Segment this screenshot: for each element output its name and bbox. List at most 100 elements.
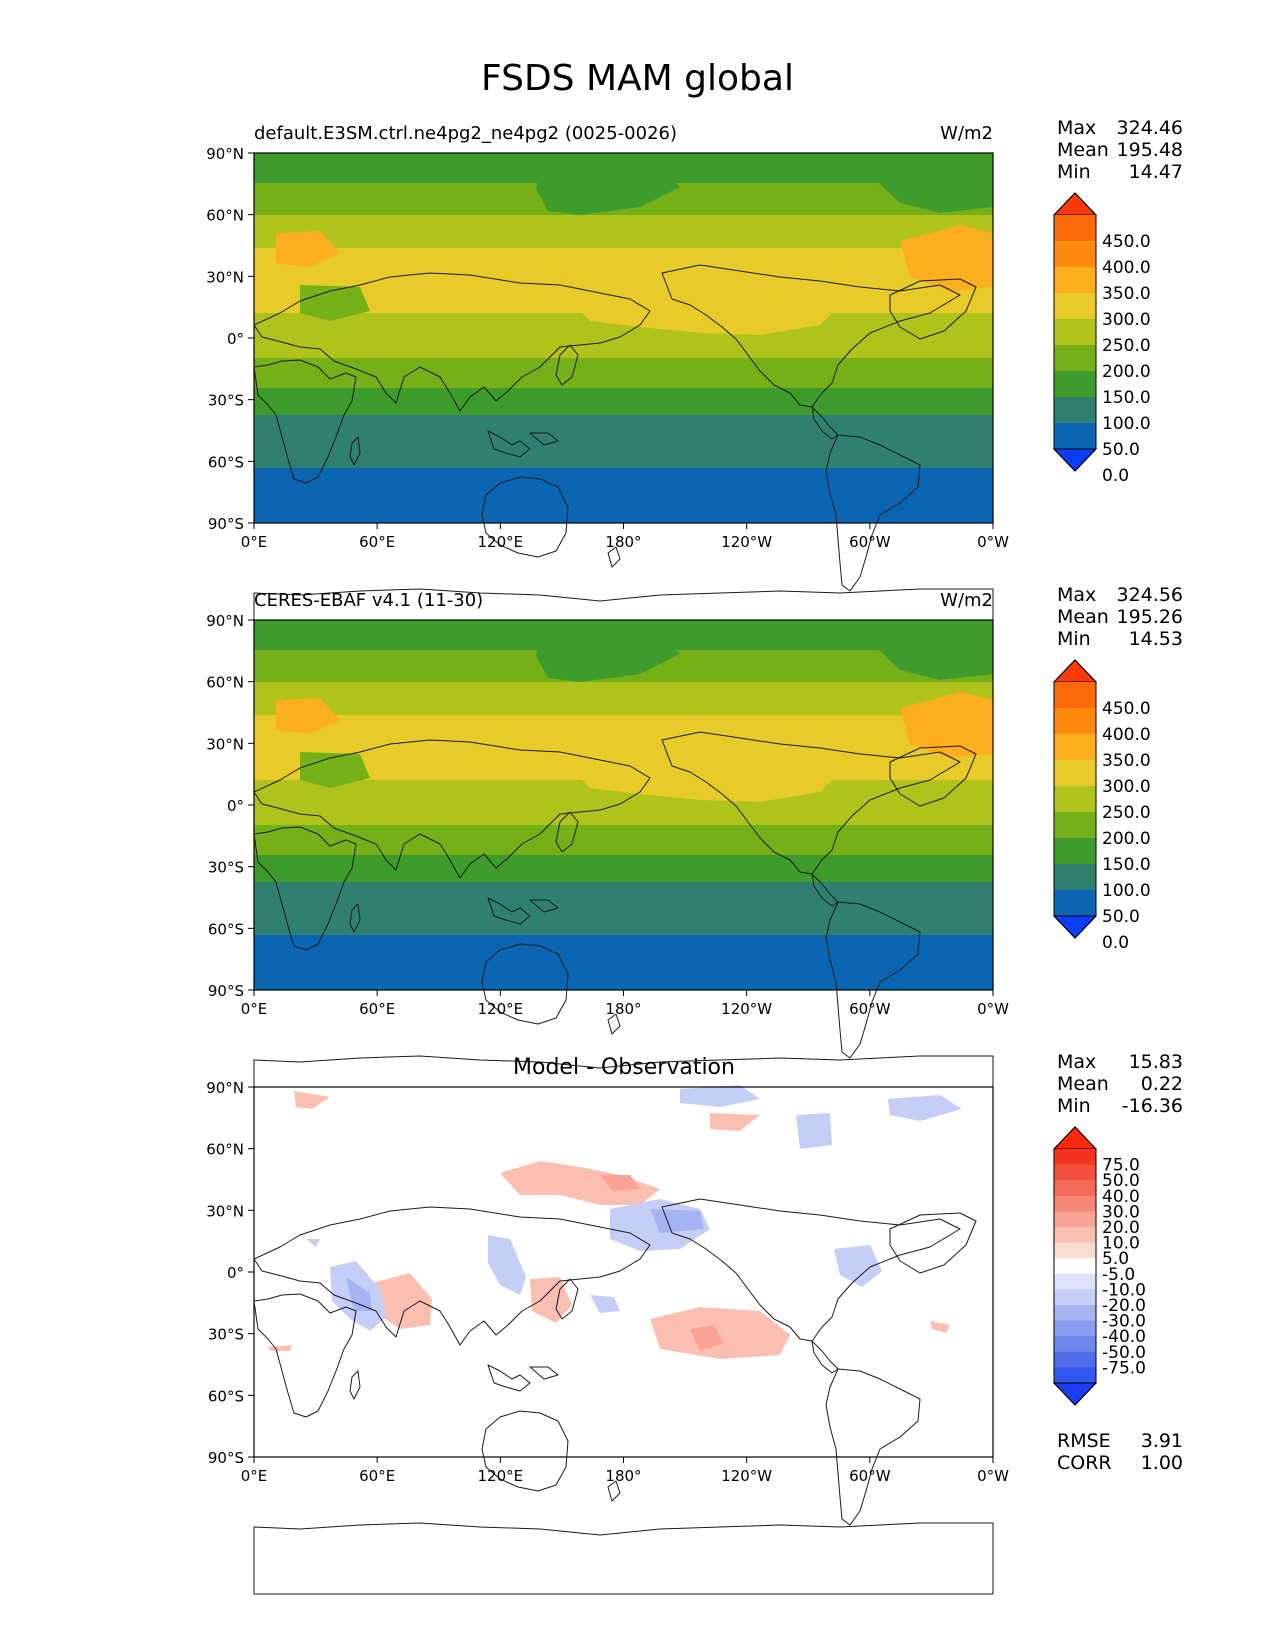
colorbar-outline xyxy=(1053,1126,1097,1406)
colorbar-tick-label: 400.0 xyxy=(1102,258,1151,278)
contour-region-central-africa xyxy=(300,285,370,321)
coastline xyxy=(825,1368,921,1526)
stat-label: Mean xyxy=(1057,139,1109,161)
diff-region-negative-southwest-pacific xyxy=(590,1295,620,1313)
stat-label: Max xyxy=(1057,117,1097,139)
lon-tick-label: 120°E xyxy=(478,1000,524,1018)
colorbar-segment xyxy=(1054,1273,1096,1290)
diff-region-negative-africa-core xyxy=(346,1277,372,1311)
lat-tick-label: 30°S xyxy=(208,859,244,877)
longitude-ticks: 0°E 60°E 120°E 180° 120°W 60°W 0°W xyxy=(241,990,1009,1018)
colorbar-segment xyxy=(1054,1367,1096,1384)
colorbar-tick-label: 350.0 xyxy=(1102,751,1151,771)
coastline xyxy=(889,1212,977,1274)
colorbar-outline xyxy=(1053,659,1097,939)
coastline xyxy=(889,745,977,807)
lat-tick-label: 0° xyxy=(227,330,244,348)
contour-band xyxy=(254,935,993,990)
contour-region-sahara xyxy=(276,698,340,734)
longitude-ticks: 0°E 60°E 120°E 180° 120°W 60°W 0°W xyxy=(241,1457,1009,1485)
diff-region-positive-indian-ocean xyxy=(372,1273,432,1329)
lat-tick-label: 90°S xyxy=(208,515,244,533)
colorbar-tick-label: -50.0 xyxy=(1102,1343,1146,1363)
coastline xyxy=(661,264,961,408)
coastline xyxy=(253,272,651,412)
colorbar-segment xyxy=(1054,1242,1096,1259)
stat-label: Min xyxy=(1057,1095,1091,1117)
coastline xyxy=(811,873,839,907)
colorbar-segment xyxy=(1054,760,1096,787)
lon-tick-label: 180° xyxy=(605,1000,641,1018)
lat-tick-label: 60°N xyxy=(206,674,244,692)
colorbar-segment xyxy=(1054,1320,1096,1337)
colorbar-tick-label: -40.0 xyxy=(1102,1327,1146,1347)
contour-region-southern-ocean xyxy=(254,415,993,435)
colorbar-tick-label: -10.0 xyxy=(1102,1280,1146,1300)
diff-region-negative-sahel xyxy=(306,1239,320,1247)
contour-band xyxy=(254,468,993,523)
diff-region-negative-arctic xyxy=(680,1085,760,1107)
obs-contour-map xyxy=(253,619,994,1128)
contour-region-north-pacific xyxy=(536,628,680,682)
obs-colorbar: 450.0 400.0 350.0 300.0 250.0 200.0 150.0 100.0… xyxy=(1052,659,1151,953)
contour-region-pacific-cold-tongue xyxy=(560,249,850,335)
coastline xyxy=(529,899,559,913)
lon-tick-label: 60°E xyxy=(359,1000,395,1018)
stat-label: Min xyxy=(1057,628,1091,650)
lat-tick-label: 90°N xyxy=(206,1079,244,1097)
metric-value: 1.00 xyxy=(1140,1452,1183,1474)
lon-tick-label: 0°W xyxy=(977,1467,1009,1485)
panel-subtitle-center: Model - Observation xyxy=(513,1055,735,1080)
panel-units: W/m2 xyxy=(940,590,993,611)
coastline xyxy=(555,1278,579,1320)
coastline xyxy=(487,430,531,458)
colorbar-extend-max xyxy=(1052,659,1098,683)
colorbar-tick-label: 0.0 xyxy=(1102,933,1129,953)
colorbar-segment xyxy=(1054,1351,1096,1368)
coastline xyxy=(487,1364,531,1392)
colorbar-tick-label: 450.0 xyxy=(1102,232,1151,252)
contour-band xyxy=(254,825,993,855)
contour-region-atlantic-subtropics xyxy=(900,692,993,758)
colorbar-segment xyxy=(1054,345,1096,372)
colorbar-segment xyxy=(1054,1227,1096,1244)
stat-label: Mean xyxy=(1057,606,1109,628)
colorbar-tick-label: 100.0 xyxy=(1102,414,1151,434)
colorbar-extend-min xyxy=(1052,1382,1098,1406)
stat-value: 14.47 xyxy=(1128,161,1183,183)
longitude-ticks: 0°E 60°E 120°E 180° 120°W 60°W 0°W xyxy=(241,523,1009,551)
lat-tick-label: 30°S xyxy=(208,1326,244,1344)
contour-band xyxy=(254,358,993,388)
colorbar-extend-min xyxy=(1052,915,1098,939)
colorbar-segment xyxy=(1054,1305,1096,1322)
colorbar-segment xyxy=(1054,267,1096,294)
colorbar-tick-label: 40.0 xyxy=(1102,1187,1140,1207)
diff-region-negative-north-america xyxy=(796,1113,832,1149)
colorbar-tick-label: 200.0 xyxy=(1102,829,1151,849)
colorbar-segment xyxy=(1054,1336,1096,1353)
lon-tick-label: 0°W xyxy=(977,533,1009,551)
colorbar-tick-label: 100.0 xyxy=(1102,881,1151,901)
coastline xyxy=(811,1340,839,1374)
colorbar-tick-label: 300.0 xyxy=(1102,777,1151,797)
colorbar-segment xyxy=(1054,423,1096,450)
coastline xyxy=(253,1055,994,1128)
stat-label: Max xyxy=(1057,584,1097,606)
diff-region-positive-central-pacific xyxy=(650,1307,790,1359)
colorbar-tick-label: 50.0 xyxy=(1102,440,1140,460)
coastline xyxy=(253,588,994,661)
lat-tick-label: 30°N xyxy=(206,1202,244,1220)
colorbar-tick-label: 30.0 xyxy=(1102,1202,1140,1222)
stat-label: Mean xyxy=(1057,1073,1109,1095)
colorbar-tick-label: 150.0 xyxy=(1102,388,1151,408)
stat-label: Max xyxy=(1057,1051,1097,1073)
diff-map-panel: Model - Observation 90°N 60°N 30°N 0° 30°S 60… xyxy=(206,1055,1146,1595)
colorbar-tick-label: 150.0 xyxy=(1102,855,1151,875)
colorbar-tick-label: 75.0 xyxy=(1102,1156,1140,1176)
colorbar-segment xyxy=(1054,319,1096,346)
coastline xyxy=(825,901,921,1059)
diff-metrics: RMSE 3.91 CORR 1.00 xyxy=(1057,1430,1183,1474)
diff-region-negative-amazon xyxy=(834,1245,882,1287)
diff-region-positive-north-africa xyxy=(294,1091,330,1109)
obs-map-panel: CERES-EBAF v4.1 (11-30) W/m2 90°N 60°N 30°… xyxy=(206,590,1151,1128)
